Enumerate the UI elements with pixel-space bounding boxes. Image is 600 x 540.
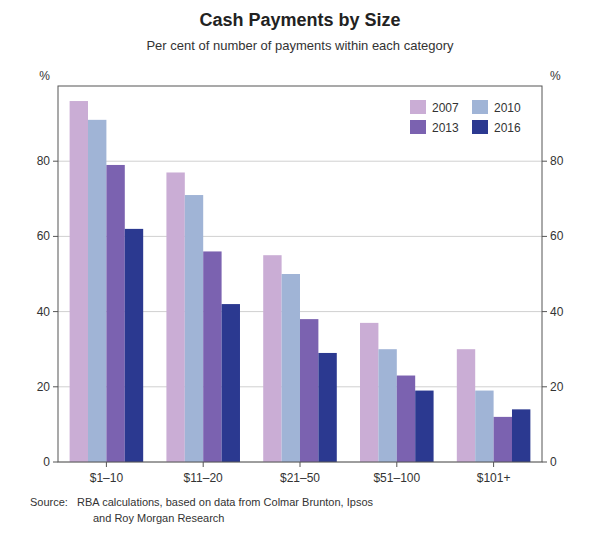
bar <box>106 165 124 462</box>
legend-swatch <box>472 100 488 114</box>
y-tick-label: 0 <box>43 455 50 469</box>
y2-axis-label: % <box>550 69 561 83</box>
bar <box>457 349 475 462</box>
series <box>70 101 476 462</box>
grid-line <box>58 161 542 162</box>
y-axis-label: % <box>39 69 50 83</box>
y2-tick-label: 60 <box>550 229 564 243</box>
title: Cash Payments by Size <box>199 10 400 30</box>
x-tick-label: $51–100 <box>373 471 420 485</box>
x-tick-label: $101+ <box>477 471 511 485</box>
legend-label: 2013 <box>432 121 459 135</box>
legend-label: 2016 <box>494 121 521 135</box>
y2-tick <box>542 462 547 463</box>
legend-box <box>402 92 536 144</box>
bar <box>360 323 378 462</box>
x-tick <box>203 462 204 467</box>
y2-tick <box>542 311 547 312</box>
bar <box>397 376 415 462</box>
legend: 2007 2010 2013 2016 <box>402 92 536 144</box>
y2-tick <box>542 386 547 387</box>
y-tick-label: 40 <box>37 305 51 319</box>
bar <box>282 274 300 462</box>
y2-tick-label: 80 <box>550 154 564 168</box>
y-tick <box>53 236 58 237</box>
y2-tick <box>542 236 547 237</box>
source-note: Source: RBA calculations, based on data … <box>30 496 374 508</box>
y-tick <box>53 161 58 162</box>
plot-frame <box>58 86 542 462</box>
y-tick <box>53 386 58 387</box>
bar <box>125 229 143 462</box>
x-tick-label: $21–50 <box>280 471 320 485</box>
y2-tick-label: 20 <box>550 380 564 394</box>
x-tick <box>300 462 301 467</box>
y2-tick-label: 0 <box>550 455 557 469</box>
legend-label: 2010 <box>494 101 521 115</box>
axes: 0 0 20 20 40 40 60 60 80 80 $1–10 $11–20 $21–50 $51–1… <box>37 154 564 485</box>
y2-tick-label: 40 <box>550 305 564 319</box>
grid <box>58 161 542 462</box>
x-tick <box>106 462 107 467</box>
bars <box>70 101 531 462</box>
bar <box>263 255 281 462</box>
y2-tick <box>542 161 547 162</box>
bar <box>318 353 336 462</box>
bar <box>378 349 396 462</box>
bar <box>185 195 203 462</box>
legend-label: 2007 <box>432 101 459 115</box>
legend-swatch <box>410 120 426 134</box>
bar <box>300 319 318 462</box>
bar <box>70 101 88 462</box>
bar <box>166 172 184 462</box>
legend-swatch <box>472 120 488 134</box>
bar <box>222 304 240 462</box>
x-tick-label: $11–20 <box>184 471 223 485</box>
bar <box>415 391 433 462</box>
series <box>106 165 512 462</box>
bar <box>88 120 106 462</box>
y-tick-label: 60 <box>37 229 51 243</box>
series <box>125 229 531 462</box>
y-tick-label: 20 <box>37 380 51 394</box>
legend-swatch <box>410 100 426 114</box>
bar <box>475 391 493 462</box>
series <box>88 120 494 462</box>
bar <box>203 251 221 462</box>
y-tick <box>53 311 58 312</box>
chart-container: Cash Payments by Size Per cent of number … <box>0 0 600 540</box>
bar <box>494 417 512 462</box>
bar <box>512 409 530 462</box>
subtitle: Per cent of number of payments within ea… <box>146 38 454 53</box>
background <box>0 0 600 540</box>
x-tick <box>493 462 494 467</box>
chart: Cash Payments by Size Per cent of number … <box>0 0 600 540</box>
y-tick-label: 80 <box>37 154 51 168</box>
x-tick-label: $1–10 <box>90 471 124 485</box>
y-tick <box>53 462 58 463</box>
x-tick <box>396 462 397 467</box>
source-note: and Roy Morgan Research <box>93 512 224 524</box>
